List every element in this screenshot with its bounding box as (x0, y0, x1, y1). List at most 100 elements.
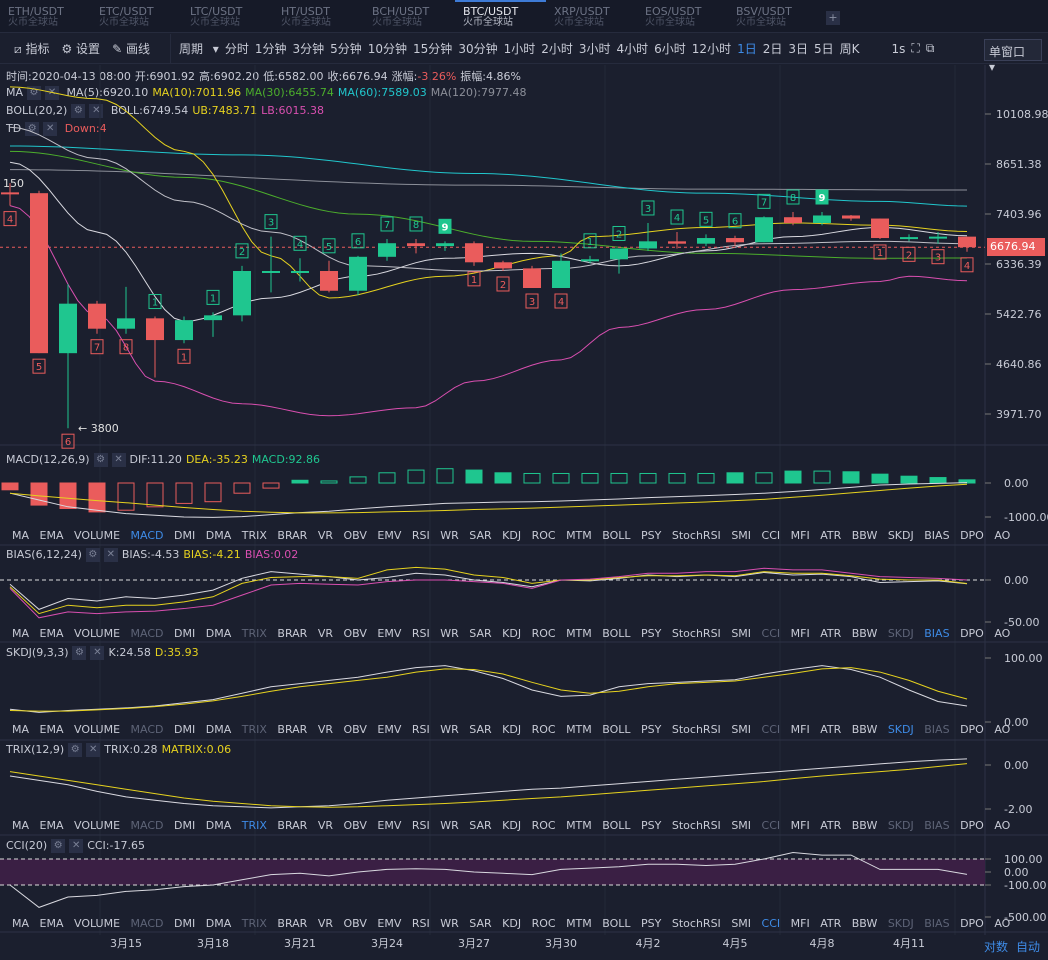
indicator-tab-ma[interactable]: MA (12, 917, 30, 930)
period-10分钟[interactable]: 10分钟 (367, 42, 408, 56)
indicator-tab-kdj[interactable]: KDJ (502, 723, 522, 736)
indicator-tab-rsi[interactable]: RSI (411, 723, 430, 736)
indicator-tab-obv[interactable]: OBV (343, 819, 367, 832)
indicator-tab-ema[interactable]: EMA (39, 529, 64, 542)
indicator-tab-mtm[interactable]: MTM (566, 723, 592, 736)
indicator-tab-atr[interactable]: ATR (820, 529, 842, 542)
indicator-tab-roc[interactable]: ROC (531, 917, 556, 930)
tab-xrp-usdt[interactable]: XRP/USDT 火币全球站 (546, 0, 637, 32)
indicator-tab-kdj[interactable]: KDJ (502, 529, 522, 542)
indicator-tab-volume[interactable]: VOLUME (73, 627, 121, 640)
indicator-tab-volume[interactable]: VOLUME (73, 529, 121, 542)
indicator-tab-bias[interactable]: BIAS (924, 723, 950, 736)
indicator-tab-stochrsi[interactable]: StochRSI (671, 627, 721, 640)
indicator-tab-roc[interactable]: ROC (531, 627, 556, 640)
indicator-tab-dma[interactable]: DMA (205, 819, 232, 832)
indicator-tab-wr[interactable]: WR (440, 819, 459, 832)
gear-icon[interactable]: ⚙ (51, 839, 66, 853)
indicator-tab-trix[interactable]: TRIX (241, 627, 267, 640)
period-4小时[interactable]: 4小时 (616, 42, 649, 56)
indicator-tab-psy[interactable]: PSY (641, 723, 662, 736)
period-dropdown[interactable]: 周期 ▾ (178, 42, 219, 56)
indicator-tab-dpo[interactable]: DPO (960, 529, 984, 542)
period-分时[interactable]: 分时 (224, 42, 249, 56)
indicator-tab-ao[interactable]: AO (994, 529, 1011, 542)
period-2小时[interactable]: 2小时 (541, 42, 573, 56)
period-15分钟[interactable]: 15分钟 (413, 42, 453, 56)
period-3分钟[interactable]: 3分钟 (292, 42, 325, 56)
indicator-tab-kdj[interactable]: KDJ (502, 627, 522, 640)
indicator-tab-dpo[interactable]: DPO (960, 917, 984, 930)
indicator-tab-rsi[interactable]: RSI (411, 529, 430, 542)
indicator-tab-volume[interactable]: VOLUME (73, 723, 121, 736)
period-1分钟[interactable]: 1分钟 (254, 42, 287, 56)
indicator-tab-boll[interactable]: BOLL (602, 819, 631, 832)
indicator-tab-sar[interactable]: SAR (469, 819, 492, 832)
indicator-tab-boll[interactable]: BOLL (602, 723, 631, 736)
indicator-tab-ema[interactable]: EMA (39, 917, 64, 930)
indicator-tab-ao[interactable]: AO (994, 819, 1011, 832)
indicator-tab-trix[interactable]: TRIX (241, 819, 267, 832)
tab-bsv-usdt[interactable]: BSV/USDT 火币全球站 (728, 0, 819, 32)
indicator-tab-ma[interactable]: MA (12, 529, 30, 542)
indicator-tab-stochrsi[interactable]: StochRSI (671, 917, 721, 930)
tab-btc-usdt[interactable]: BTC/USDT 火币全球站 (455, 0, 546, 32)
indicator-tab-emv[interactable]: EMV (377, 627, 402, 640)
speed-button[interactable]: 1s (891, 41, 906, 56)
indicator-tab-skdj[interactable]: SKDJ (887, 723, 914, 736)
screenshot-icon[interactable]: ⧉ (925, 41, 935, 55)
tab-bch-usdt[interactable]: BCH/USDT 火币全球站 (364, 0, 455, 32)
indicator-tab-mfi[interactable]: MFI (790, 819, 810, 832)
indicator-tab-stochrsi[interactable]: StochRSI (671, 529, 721, 542)
indicator-tab-dmi[interactable]: DMI (174, 917, 196, 930)
indicator-tab-cci[interactable]: CCI (761, 627, 781, 640)
indicator-tab-macd[interactable]: MACD (130, 723, 164, 736)
indicator-tab-roc[interactable]: ROC (531, 529, 556, 542)
indicator-tab-brar[interactable]: BRAR (277, 723, 308, 736)
indicator-tab-macd[interactable]: MACD (130, 627, 164, 640)
indicator-tab-vr[interactable]: VR (317, 917, 333, 930)
indicator-tab-emv[interactable]: EMV (377, 917, 402, 930)
indicator-tab-mfi[interactable]: MFI (790, 723, 810, 736)
indicator-tab-rsi[interactable]: RSI (411, 917, 430, 930)
indicator-tab-boll[interactable]: BOLL (602, 529, 631, 542)
indicator-tab-cci[interactable]: CCI (761, 819, 781, 832)
indicator-tab-kdj[interactable]: KDJ (502, 917, 522, 930)
indicator-tab-dpo[interactable]: DPO (960, 723, 984, 736)
indicator-tab-stochrsi[interactable]: StochRSI (671, 723, 721, 736)
indicator-tab-roc[interactable]: ROC (531, 819, 556, 832)
indicator-tab-ema[interactable]: EMA (39, 819, 64, 832)
indicator-tab-trix[interactable]: TRIX (241, 529, 267, 542)
indicator-tab-bias[interactable]: BIAS (924, 529, 950, 542)
indicator-tab-bbw[interactable]: BBW (851, 627, 878, 640)
indicator-tab-ao[interactable]: AO (994, 723, 1011, 736)
indicator-tab-atr[interactable]: ATR (820, 627, 842, 640)
indicator-tab-roc[interactable]: ROC (531, 723, 556, 736)
indicator-tab-skdj[interactable]: SKDJ (887, 529, 914, 542)
indicator-tab-dmi[interactable]: DMI (174, 529, 196, 542)
indicator-tab-emv[interactable]: EMV (377, 723, 402, 736)
indicator-tab-dmi[interactable]: DMI (174, 819, 196, 832)
indicator-tab-mtm[interactable]: MTM (566, 819, 592, 832)
indicator-tab-vr[interactable]: VR (317, 723, 333, 736)
indicator-tab-psy[interactable]: PSY (641, 529, 662, 542)
indicator-tab-skdj[interactable]: SKDJ (887, 819, 914, 832)
indicator-tab-atr[interactable]: ATR (820, 917, 842, 930)
tab-etc-usdt[interactable]: ETC/USDT 火币全球站 (91, 0, 182, 32)
indicator-tab-mtm[interactable]: MTM (566, 627, 592, 640)
indicator-tab-brar[interactable]: BRAR (277, 529, 308, 542)
indicator-tab-dma[interactable]: DMA (205, 627, 232, 640)
indicator-tab-bias[interactable]: BIAS (924, 917, 950, 930)
indicator-tab-brar[interactable]: BRAR (277, 917, 308, 930)
indicator-tab-smi[interactable]: SMI (731, 723, 752, 736)
indicator-tab-trix[interactable]: TRIX (241, 917, 267, 930)
indicator-tab-skdj[interactable]: SKDJ (887, 917, 914, 930)
indicator-tab-wr[interactable]: WR (440, 529, 459, 542)
indicator-tab-trix[interactable]: TRIX (241, 723, 267, 736)
indicator-tab-atr[interactable]: ATR (820, 723, 842, 736)
indicator-tab-bbw[interactable]: BBW (851, 529, 878, 542)
indicator-tab-ma[interactable]: MA (12, 819, 30, 832)
log-scale-button[interactable]: 对数 (983, 940, 1008, 954)
settings-button[interactable]: ⚙ 设置 (61, 42, 101, 56)
